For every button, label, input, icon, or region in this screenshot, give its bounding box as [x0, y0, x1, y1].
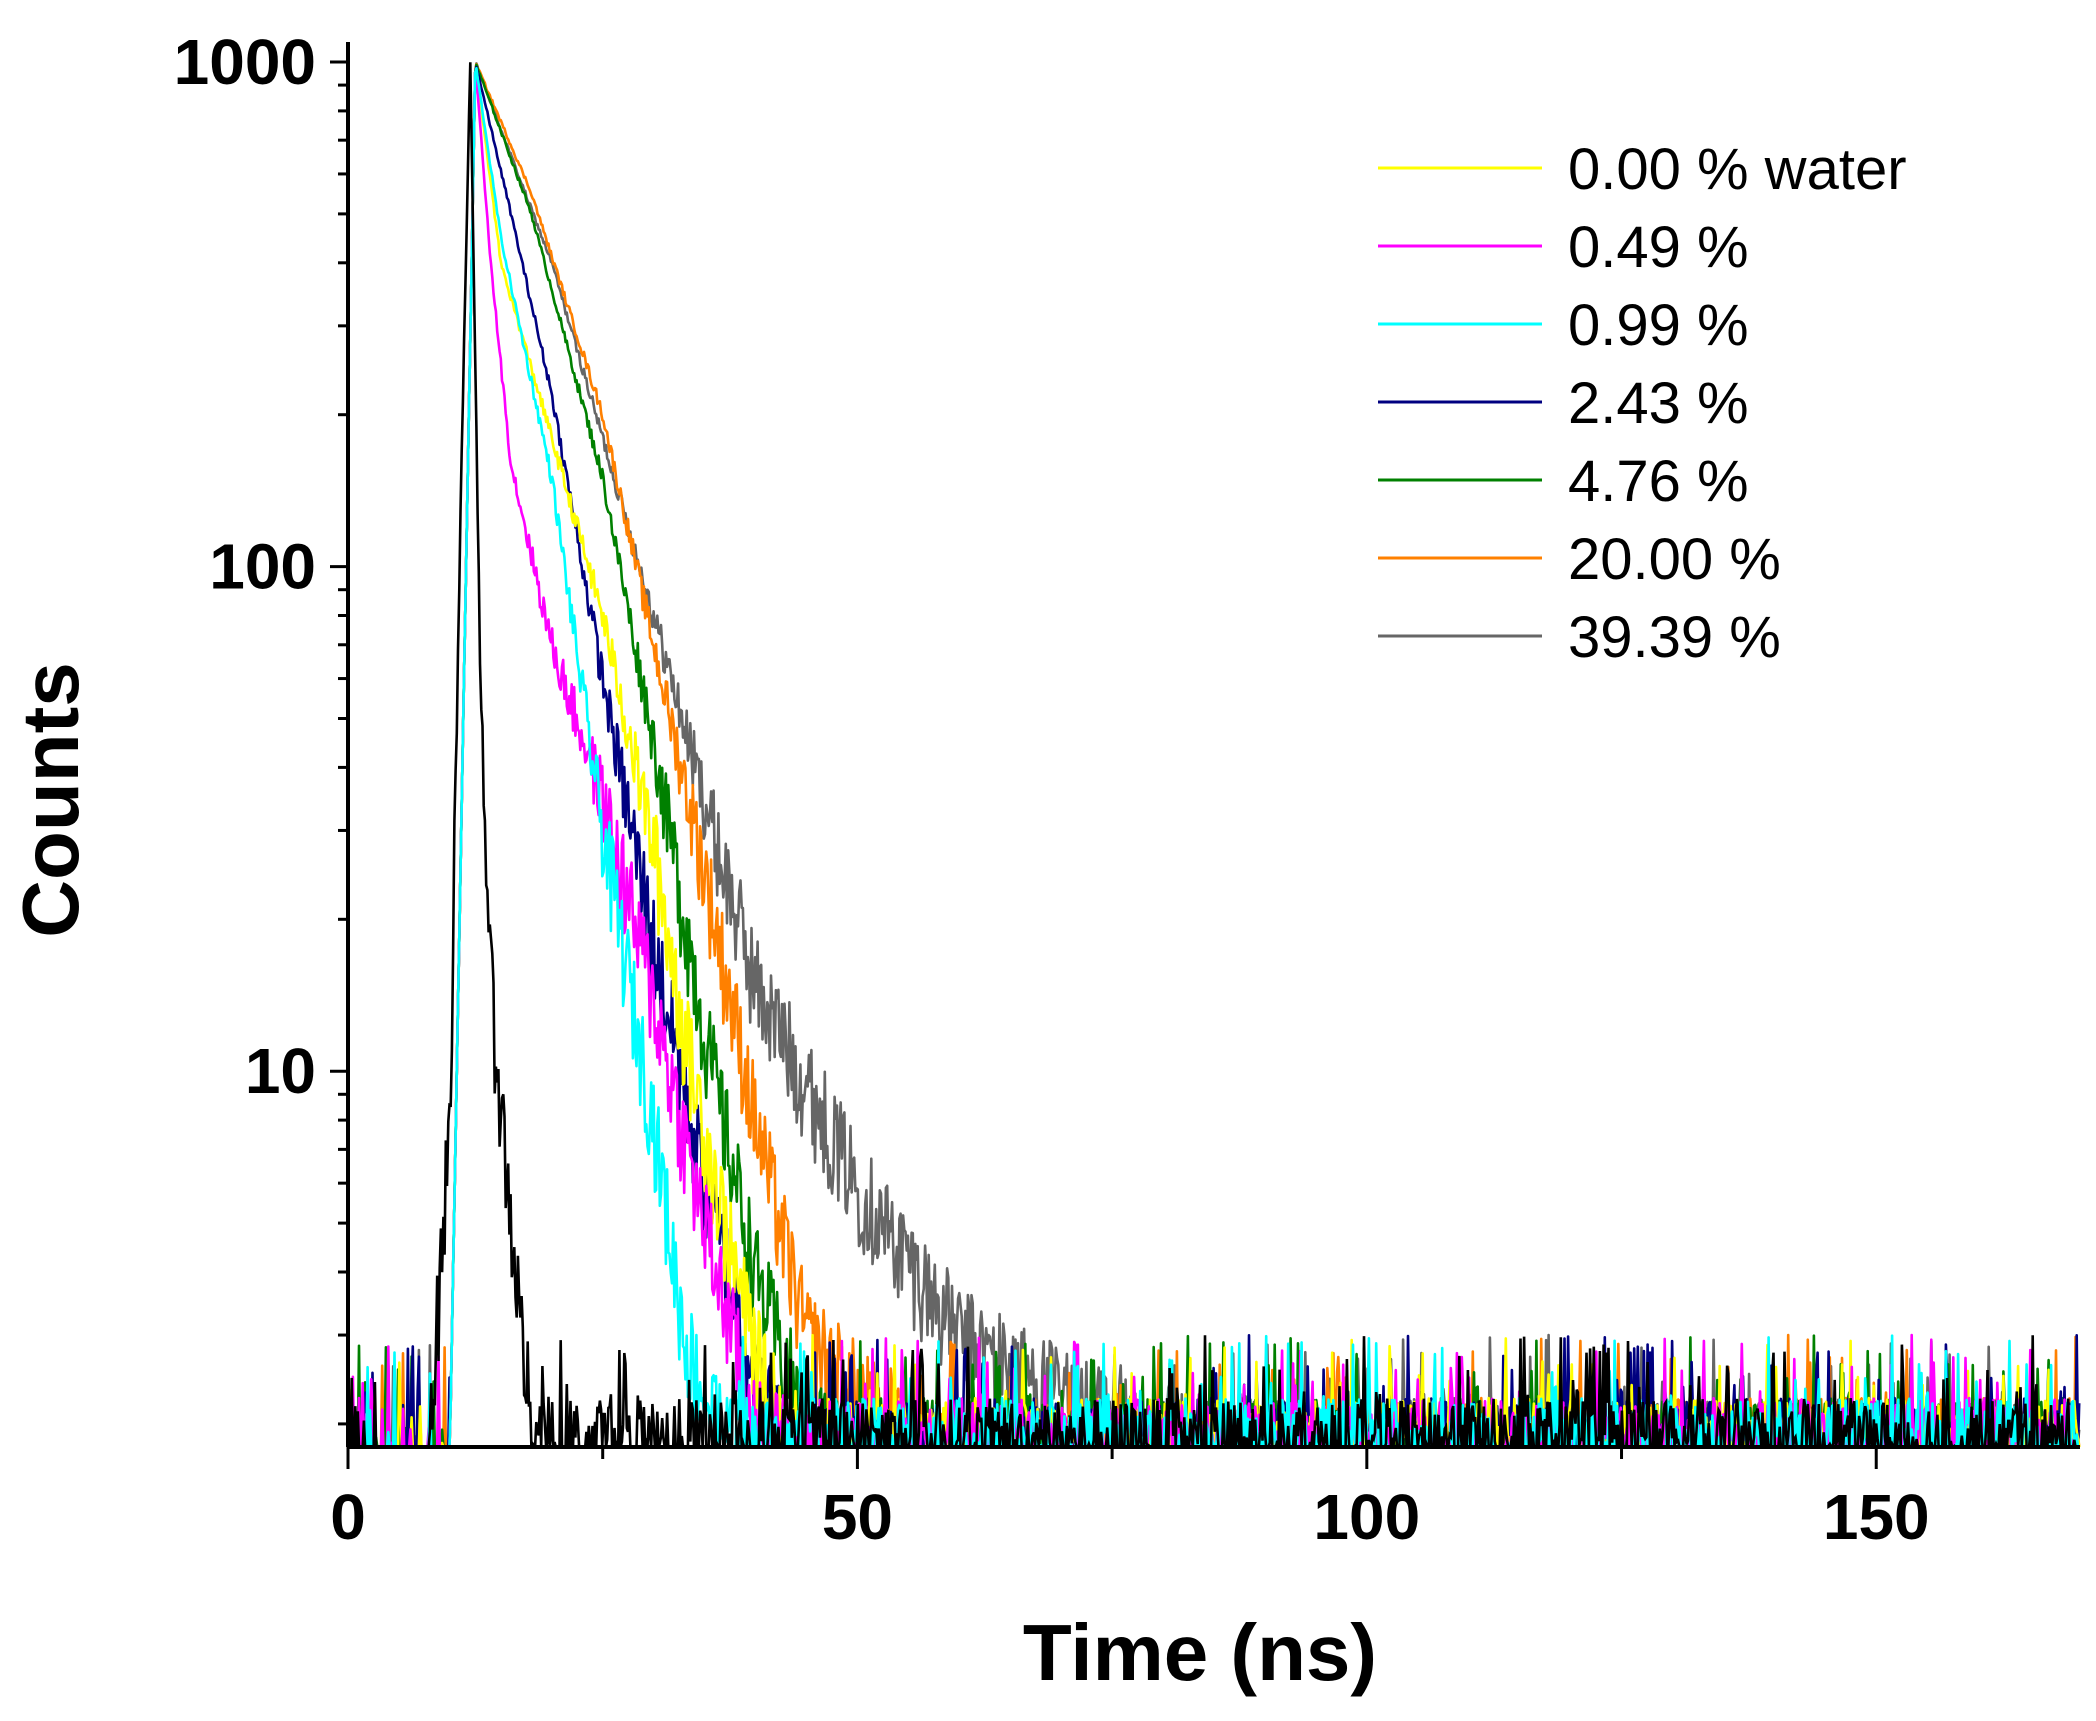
series-line-6: [348, 62, 2081, 1447]
y-axis-title: Counts: [6, 662, 95, 938]
legend: 0.00 % water 0.49 % 0.99 % 2.43 % 4.76 % 20.0…: [1378, 137, 1907, 670]
x-tick-label: 0: [330, 1481, 366, 1553]
series-line-3: [348, 65, 2081, 1447]
y-tick-label: 10: [245, 1035, 316, 1107]
series-line-2: [348, 67, 2080, 1447]
series-line-4: [348, 63, 2080, 1447]
legend-label: 0.99 %: [1568, 293, 1749, 358]
x-tick-label: 150: [1823, 1481, 1930, 1553]
legend-label: 20.00 %: [1568, 527, 1781, 592]
y-tick-label: 100: [209, 531, 316, 603]
legend-label: 2.43 %: [1568, 371, 1749, 436]
series-line-5: [348, 62, 2081, 1447]
legend-label: 4.76 %: [1568, 449, 1749, 514]
axes: 10 100 1000 0 50 100 150 Time (ns) Counts: [6, 26, 2080, 1697]
series-line-1: [348, 71, 2080, 1447]
x-tick-label: 50: [822, 1481, 893, 1553]
plot-content: [348, 62, 2081, 1447]
y-tick-label: 1000: [174, 26, 316, 98]
legend-label: 0.49 %: [1568, 215, 1749, 280]
irf-line: [348, 62, 2080, 1447]
x-tick-label: 100: [1313, 1481, 1420, 1553]
series-line-0: [348, 68, 2081, 1447]
legend-label: 39.39 %: [1568, 605, 1781, 670]
legend-label: 0.00 % water: [1568, 137, 1907, 202]
x-axis-title: Time (ns): [1023, 1608, 1377, 1697]
